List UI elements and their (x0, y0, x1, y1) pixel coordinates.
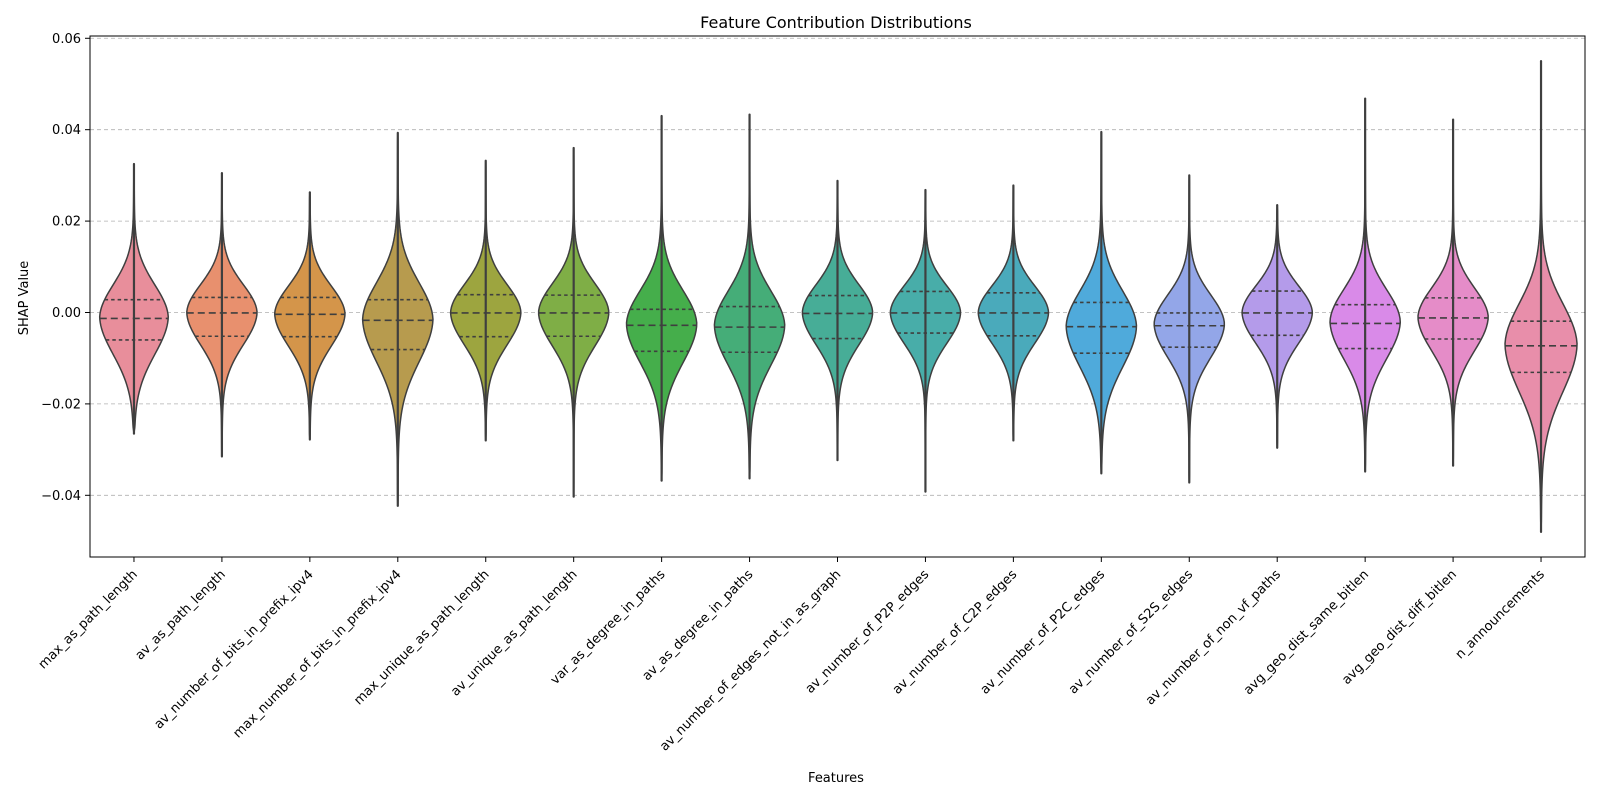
y-tick-label: 0.00 (52, 306, 81, 321)
x-tick-label: max_as_path_length (36, 567, 141, 672)
violin-av_number_of_edges_not_in_as_graph (801, 179, 874, 462)
violin-av_as_degree_in_paths (713, 113, 786, 480)
violin-av_number_of_non_vf_paths (1241, 203, 1314, 449)
y-tick-label: −0.02 (41, 397, 81, 412)
violin-av_number_of_P2P_edges (889, 188, 962, 493)
y-tick-label: −0.04 (41, 489, 81, 504)
violin-av_unique_as_path_length (537, 146, 610, 498)
y-axis: −0.04 −0.02 0.00 0.02 0.04 0.06 (41, 32, 90, 504)
violin-av_number_of_P2C_edges (1065, 130, 1138, 475)
violin-max_as_path_length (98, 162, 170, 435)
x-axis: max_as_path_lengthav_as_path_lengthav_nu… (36, 557, 1548, 754)
violin-avg_geo_dist_same_bitlen (1329, 97, 1402, 473)
y-tick-label: 0.02 (52, 215, 81, 230)
violin-av_number_of_C2P_edges (977, 184, 1050, 442)
x-tick-label: av_number_of_bits_in_prefix_ipv4 (152, 567, 317, 732)
violin-avg_geo_dist_diff_bitlen (1417, 118, 1489, 467)
violin-max_number_of_bits_in_prefix_ipv4 (361, 131, 434, 507)
chart-title: Feature Contribution Distributions (700, 13, 972, 32)
x-tick-label: max_number_of_bits_in_prefix_ipv4 (231, 567, 405, 741)
x-tick-label: n_announcements (1453, 567, 1548, 662)
violin-av_as_path_length (186, 172, 258, 458)
violin-n_announcements (1504, 60, 1578, 533)
x-tick-label: av_number_of_edges_not_in_as_graph (657, 567, 844, 754)
violin-max_unique_as_path_length (449, 159, 522, 442)
violin-av_number_of_S2S_edges (1153, 174, 1226, 484)
x-tick-label: av_as_path_length (133, 567, 229, 663)
y-axis-label: SHAP Value (17, 261, 32, 336)
violin-av_number_of_bits_in_prefix_ipv4 (273, 191, 346, 441)
violin-var_as_degree_in_paths (625, 114, 698, 482)
y-tick-label: 0.06 (52, 32, 81, 47)
y-tick-label: 0.04 (52, 123, 81, 138)
x-axis-label: Features (808, 771, 864, 786)
violin-group (98, 60, 1578, 533)
